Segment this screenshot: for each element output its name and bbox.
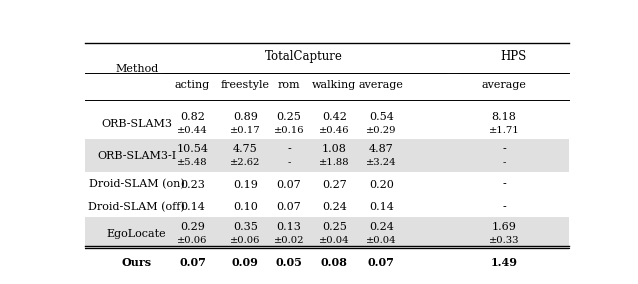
Text: 0.19: 0.19 (233, 179, 258, 189)
Text: 0.82: 0.82 (180, 112, 205, 122)
Text: -: - (287, 158, 290, 167)
Text: 10.54: 10.54 (177, 144, 209, 154)
Text: ±0.44: ±0.44 (177, 126, 208, 135)
Text: EgoLocate: EgoLocate (107, 229, 167, 239)
Text: TotalCapture: TotalCapture (265, 50, 343, 63)
Text: 1.69: 1.69 (491, 222, 516, 232)
Text: 0.13: 0.13 (276, 222, 301, 232)
Text: walking: walking (312, 80, 357, 91)
Text: 0.24: 0.24 (369, 222, 394, 232)
Text: 0.89: 0.89 (233, 112, 258, 122)
Text: 0.07: 0.07 (179, 257, 206, 268)
Text: 8.18: 8.18 (491, 112, 516, 122)
Text: -: - (502, 144, 506, 154)
Text: average: average (359, 80, 404, 91)
Text: Droid-SLAM (on): Droid-SLAM (on) (89, 179, 184, 190)
Text: 0.20: 0.20 (369, 179, 394, 189)
Bar (85, 217, 569, 250)
Text: 0.10: 0.10 (233, 202, 258, 212)
Text: ±0.06: ±0.06 (230, 237, 260, 245)
Text: ±0.16: ±0.16 (274, 126, 304, 135)
Text: -: - (502, 202, 506, 212)
Text: 0.54: 0.54 (369, 112, 394, 122)
Text: ORB-SLAM3-I: ORB-SLAM3-I (97, 151, 176, 161)
Text: Droid-SLAM (off): Droid-SLAM (off) (88, 202, 185, 213)
Text: ±0.29: ±0.29 (366, 126, 397, 135)
Text: 1.08: 1.08 (322, 144, 347, 154)
Text: 0.25: 0.25 (276, 112, 301, 122)
Text: 0.07: 0.07 (368, 257, 395, 268)
Text: ±1.71: ±1.71 (489, 126, 519, 135)
Text: ±1.88: ±1.88 (319, 158, 350, 167)
Text: 0.08: 0.08 (321, 257, 348, 268)
Text: 0.27: 0.27 (322, 179, 347, 189)
Text: 4.75: 4.75 (233, 144, 258, 154)
Text: ±0.46: ±0.46 (319, 126, 350, 135)
Text: ±0.02: ±0.02 (274, 237, 304, 245)
Text: 0.14: 0.14 (369, 202, 394, 212)
Text: -: - (287, 144, 291, 154)
Text: ±3.24: ±3.24 (366, 158, 397, 167)
Text: 0.09: 0.09 (232, 257, 259, 268)
Text: 0.25: 0.25 (322, 222, 347, 232)
Text: -: - (502, 179, 506, 189)
Text: freestyle: freestyle (221, 80, 270, 91)
Text: ±0.33: ±0.33 (489, 237, 519, 245)
Text: 0.07: 0.07 (276, 179, 301, 189)
Text: average: average (482, 80, 526, 91)
Text: rom: rom (278, 80, 300, 91)
Text: 0.35: 0.35 (233, 222, 258, 232)
Text: 0.42: 0.42 (322, 112, 347, 122)
Text: 1.49: 1.49 (491, 257, 517, 268)
Text: HPS: HPS (500, 50, 526, 63)
Text: 4.87: 4.87 (369, 144, 394, 154)
Text: Ours: Ours (122, 257, 152, 268)
Text: ±0.04: ±0.04 (319, 237, 350, 245)
Text: -: - (502, 158, 506, 167)
Text: 0.14: 0.14 (180, 202, 205, 212)
Text: 0.29: 0.29 (180, 222, 205, 232)
Bar (85, 139, 569, 172)
Text: ±0.04: ±0.04 (366, 237, 397, 245)
Text: ±2.62: ±2.62 (230, 158, 260, 167)
Text: 0.07: 0.07 (276, 202, 301, 212)
Text: 0.05: 0.05 (276, 257, 302, 268)
Text: ±0.17: ±0.17 (230, 126, 261, 135)
Text: ±0.06: ±0.06 (177, 237, 208, 245)
Text: ORB-SLAM3: ORB-SLAM3 (101, 118, 172, 129)
Text: 0.24: 0.24 (322, 202, 347, 212)
Text: 0.23: 0.23 (180, 179, 205, 189)
Text: Method: Method (115, 64, 158, 74)
Text: acting: acting (175, 80, 210, 91)
Text: ±5.48: ±5.48 (177, 158, 208, 167)
